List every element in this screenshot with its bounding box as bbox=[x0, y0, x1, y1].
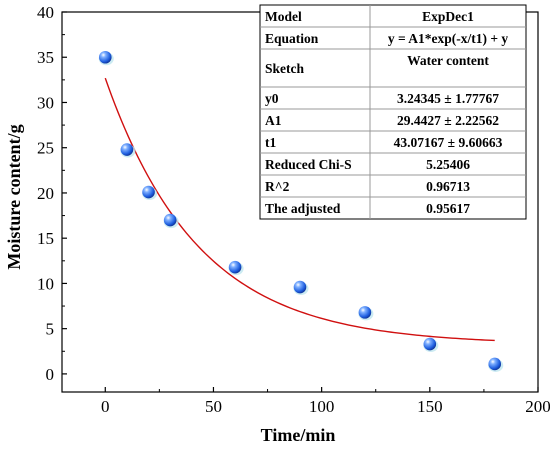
y-axis-title: Moisture content/g bbox=[4, 124, 24, 269]
table-row-label: Reduced Chi-S bbox=[265, 157, 352, 172]
x-tick-label: 150 bbox=[417, 397, 443, 416]
table-row-label: Equation bbox=[265, 31, 319, 46]
y-tick-label: 0 bbox=[46, 365, 55, 384]
y-tick-label: 15 bbox=[37, 229, 54, 248]
fit-curve-group bbox=[104, 77, 495, 342]
table-frame bbox=[259, 4, 527, 220]
x-axis-title: Time/min bbox=[261, 425, 336, 445]
table-row-value: 29.4427 ± 2.22562 bbox=[397, 113, 499, 128]
x-tick-label: 100 bbox=[309, 397, 335, 416]
y-tick-label: 30 bbox=[37, 93, 54, 112]
data-points bbox=[98, 50, 504, 372]
data-point bbox=[228, 260, 242, 274]
x-tick-label: 200 bbox=[525, 397, 550, 416]
table-row-value: 5.25406 bbox=[426, 157, 470, 172]
y-tick-label: 25 bbox=[37, 139, 54, 158]
data-point bbox=[488, 357, 502, 371]
table-row-value: 43.07167 ± 9.60663 bbox=[394, 135, 503, 150]
x-axis-ticks: 0 50 100 150 200 bbox=[101, 387, 550, 416]
data-point bbox=[358, 306, 372, 319]
x-tick-label: 0 bbox=[101, 397, 110, 416]
table-row-value: 3.24345 ± 1.77767 bbox=[397, 91, 499, 106]
data-point bbox=[163, 213, 177, 227]
data-point bbox=[423, 337, 437, 351]
table-row-label: y0 bbox=[265, 91, 279, 106]
data-point bbox=[293, 280, 307, 294]
data-point bbox=[98, 50, 112, 64]
table-row-value: 0.95617 bbox=[426, 201, 470, 216]
y-tick-label: 40 bbox=[37, 3, 54, 22]
data-point bbox=[142, 185, 155, 199]
fit-curve-line bbox=[104, 77, 495, 342]
table-row-value: ExpDec1 bbox=[422, 9, 474, 24]
fit-results-table: Model ExpDec1 Equation y = A1*exp(-x/t1) + … bbox=[259, 4, 527, 220]
y-axis-ticks: 0 5 10 15 20 25 30 35 40 bbox=[37, 3, 67, 384]
table-row-value: y = A1*exp(-x/t1) + y bbox=[388, 31, 509, 46]
y-tick-label: 35 bbox=[37, 48, 54, 67]
table-row-label: t1 bbox=[265, 135, 276, 150]
y-tick-label: 10 bbox=[37, 274, 54, 293]
data-point bbox=[120, 143, 134, 156]
table-row-value: 0.96713 bbox=[426, 179, 470, 194]
table-row-label: R^2 bbox=[265, 179, 290, 194]
table-row-label: Model bbox=[265, 9, 302, 24]
table-row-label: Sketch bbox=[265, 61, 304, 76]
table-row-label: The adjusted bbox=[265, 201, 341, 216]
x-tick-label: 50 bbox=[205, 397, 222, 416]
y-tick-label: 20 bbox=[37, 184, 54, 203]
table-row-label: A1 bbox=[265, 113, 282, 128]
y-tick-label: 5 bbox=[46, 320, 55, 339]
table-row-value: Water content bbox=[407, 53, 489, 68]
